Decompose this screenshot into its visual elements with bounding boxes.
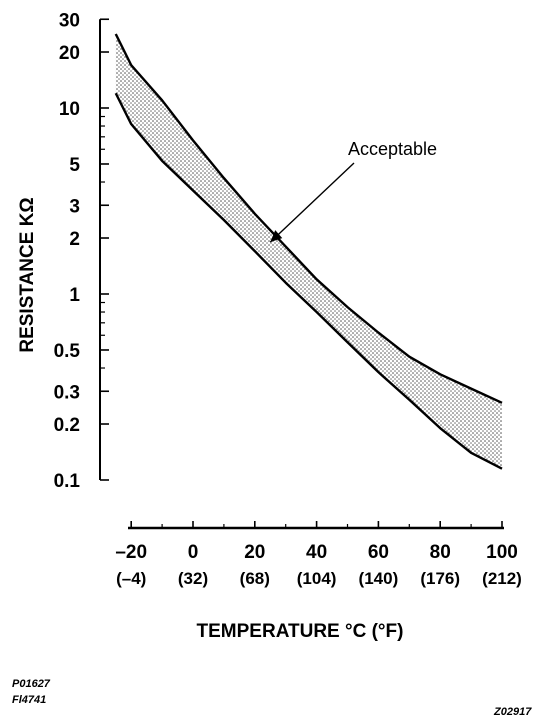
y-tick-label: 20 [59, 43, 80, 64]
y-tick-label: 0.2 [54, 415, 80, 436]
tick-labels: 0.1 0.2 0.3 0.5 1 2 3 5 10 20 30 –20 (–4) 0 (32) 20 (68)… [54, 10, 522, 588]
acceptable-band [114, 33, 503, 470]
y-tick-label: 0.3 [54, 382, 80, 403]
lower-limit-line [114, 92, 503, 470]
x-tick-label-f: (176) [420, 569, 460, 588]
y-tick-label: 30 [59, 10, 80, 31]
x-tick-label-c: 100 [486, 542, 518, 563]
x-tick-label-c: 80 [430, 542, 451, 563]
x-tick-label-f: (212) [482, 569, 522, 588]
x-tick-label-c: 40 [306, 542, 327, 563]
annotation-label: Acceptable [348, 139, 437, 159]
y-tick-label: 1 [69, 285, 80, 306]
figure-code-z: Z02917 [494, 706, 532, 718]
x-tick-label-f: (104) [297, 569, 337, 588]
y-tick-label: 0.5 [54, 341, 81, 362]
x-tick-label-c: 0 [188, 542, 199, 563]
axes [99, 18, 504, 530]
annotation-arrowhead [270, 230, 283, 243]
x-tick-label-f: (–4) [116, 569, 146, 588]
x-axis-title: TEMPERATURE °C (°F) [197, 621, 404, 642]
x-tick-label-c: –20 [115, 542, 147, 563]
x-tick-label-f: (140) [359, 569, 399, 588]
y-tick-label: 0.1 [54, 471, 81, 492]
y-tick-label: 2 [69, 229, 80, 250]
x-tick-label-c: 60 [368, 542, 389, 563]
y-axis-title: RESISTANCE KΩ [17, 197, 38, 352]
upper-limit-line [114, 33, 503, 404]
figure-code-f: Fl4741 [12, 694, 47, 706]
acceptable-region [115, 33, 502, 469]
x-tick-label-f: (68) [240, 569, 270, 588]
y-tick-label: 5 [69, 155, 80, 176]
annotation-leader-line [269, 162, 355, 243]
x-tick-label-c: 20 [244, 542, 265, 563]
y-tick-label: 3 [69, 196, 80, 217]
y-tick-label: 10 [59, 99, 80, 120]
annotation: Acceptable [269, 139, 437, 243]
figure-code-p: P01627 [12, 678, 50, 690]
x-tick-label-f: (32) [178, 569, 208, 588]
